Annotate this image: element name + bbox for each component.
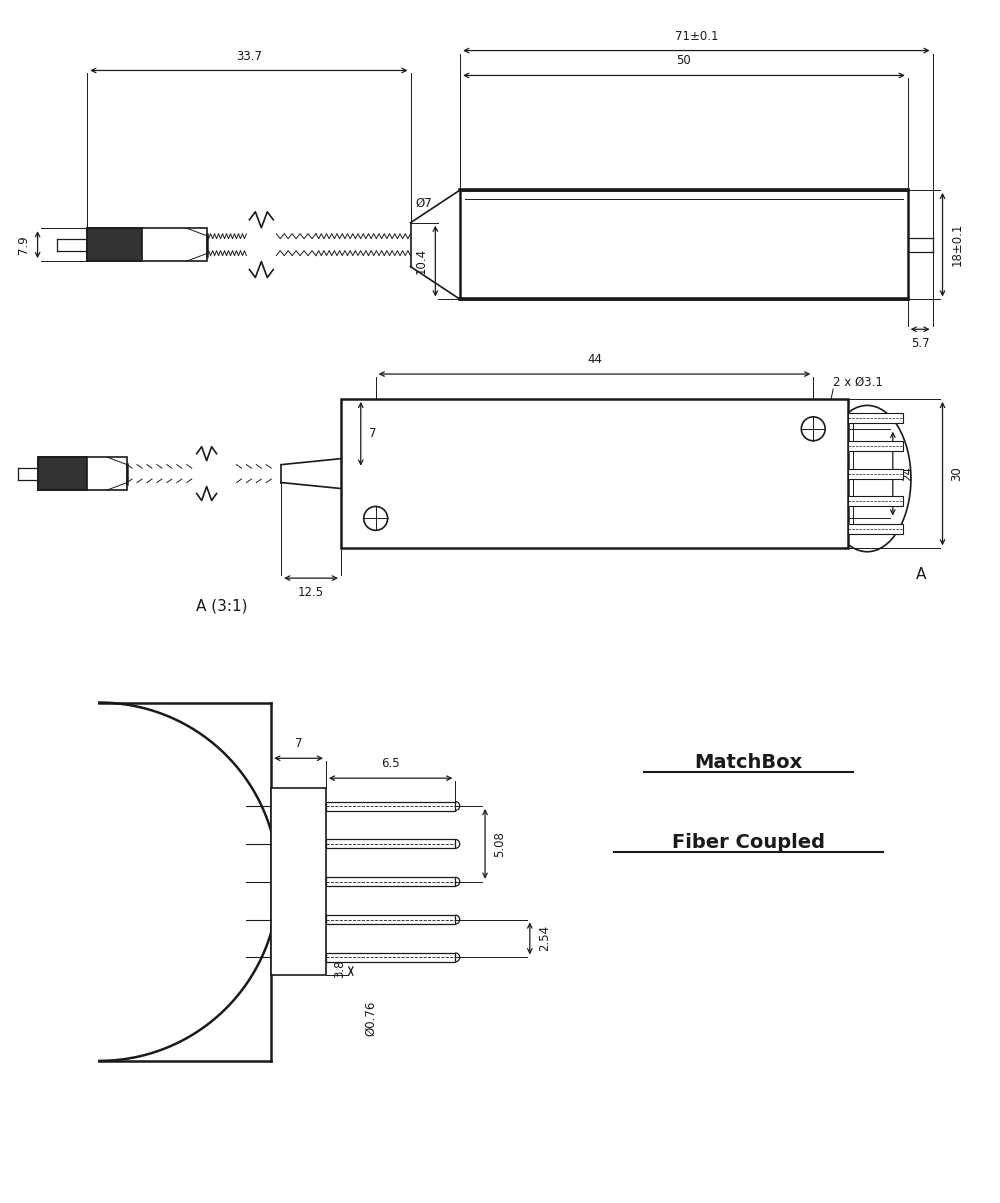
Text: 5.7: 5.7 xyxy=(911,337,929,350)
Text: 24: 24 xyxy=(901,466,914,481)
Text: Fiber Coupled: Fiber Coupled xyxy=(672,832,825,852)
Bar xyxy=(271,788,326,976)
Text: MatchBox: MatchBox xyxy=(694,753,803,772)
Text: 33.7: 33.7 xyxy=(236,49,262,63)
Bar xyxy=(326,840,455,848)
Bar xyxy=(326,877,455,887)
Bar xyxy=(848,440,903,451)
Bar xyxy=(848,497,903,506)
Bar xyxy=(38,457,87,490)
Text: 2 x Ø3.1: 2 x Ø3.1 xyxy=(833,377,883,389)
Text: 10.4: 10.4 xyxy=(414,248,427,274)
Text: 7: 7 xyxy=(369,427,376,440)
Text: 7: 7 xyxy=(295,737,302,751)
Text: A: A xyxy=(916,567,926,582)
Text: 5.08: 5.08 xyxy=(493,831,506,857)
Text: 44: 44 xyxy=(587,354,602,366)
Bar xyxy=(326,953,455,962)
Bar xyxy=(326,915,455,924)
Bar xyxy=(38,457,127,490)
Text: 50: 50 xyxy=(677,54,691,67)
Text: A (3:1): A (3:1) xyxy=(196,598,247,614)
Bar xyxy=(848,413,903,422)
Text: 30: 30 xyxy=(950,467,963,481)
Bar xyxy=(87,229,207,261)
Bar xyxy=(326,801,455,811)
Text: 2.54: 2.54 xyxy=(538,925,551,952)
Text: 3.8: 3.8 xyxy=(333,959,346,978)
Circle shape xyxy=(801,417,825,440)
Text: 71±0.1: 71±0.1 xyxy=(675,30,718,42)
Circle shape xyxy=(364,506,388,531)
Bar xyxy=(341,399,848,549)
Bar xyxy=(460,190,908,300)
Text: 12.5: 12.5 xyxy=(298,586,324,599)
Text: 7.9: 7.9 xyxy=(17,236,30,254)
Text: Ø0.76: Ø0.76 xyxy=(364,1000,377,1036)
Text: Ø7: Ø7 xyxy=(415,197,432,209)
Text: 18±0.1: 18±0.1 xyxy=(950,223,963,266)
Bar xyxy=(848,525,903,534)
Text: 6.5: 6.5 xyxy=(381,757,400,770)
Bar xyxy=(848,469,903,479)
Bar xyxy=(87,229,142,261)
